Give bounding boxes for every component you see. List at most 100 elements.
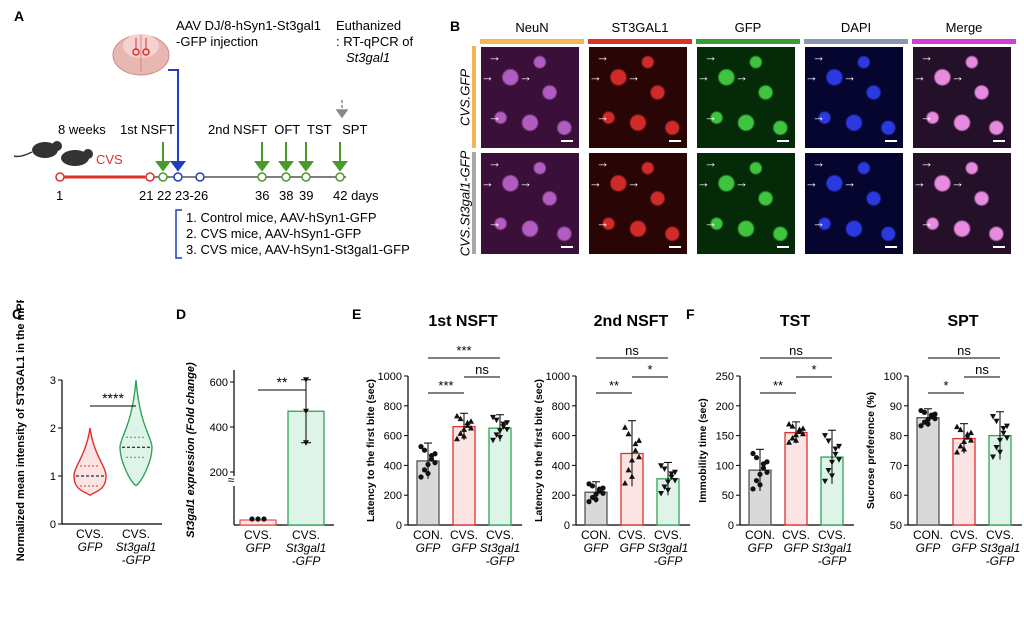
data-point <box>990 454 996 461</box>
y-tick-label: 3 <box>50 375 56 387</box>
y-tick-label: 400 <box>384 460 402 472</box>
data-point <box>993 418 1000 425</box>
data-point <box>668 471 675 477</box>
data-point <box>493 417 500 424</box>
data-point <box>500 421 507 428</box>
y-tick-label: 50 <box>890 520 902 532</box>
micrograph-image: → → → → <box>480 46 580 149</box>
data-point <box>750 486 756 492</box>
arrow-markers: → → → → <box>913 49 965 124</box>
day-label: 38 <box>279 188 294 203</box>
chart-title: TST <box>780 313 810 330</box>
significance-label: ** <box>609 378 619 393</box>
euthanasia-arrow <box>335 100 349 119</box>
data-point <box>786 421 792 427</box>
injection-label-2: -GFP injection <box>176 34 259 49</box>
data-point <box>593 491 599 497</box>
y-tick-label: 200 <box>552 490 570 502</box>
y-tick-label: 0 <box>564 520 570 532</box>
data-point <box>600 490 606 496</box>
column-color-bar <box>804 39 908 44</box>
day-label: 39 <box>299 188 314 203</box>
data-point <box>665 487 671 494</box>
y-axis-label: Sucrose preference (%) <box>865 392 877 509</box>
significance-label: ns <box>957 343 971 358</box>
y-tick-label: 0 <box>50 519 56 531</box>
data-point <box>425 470 431 477</box>
panel-label-f: F <box>686 306 695 322</box>
x-tick-label: CVS. <box>122 527 150 541</box>
data-point <box>829 459 835 466</box>
y-tick-label: 1 <box>50 471 56 483</box>
data-point <box>968 429 974 436</box>
y-tick-label: 0 <box>728 520 734 532</box>
scale-bar <box>669 140 681 142</box>
bar <box>784 431 808 526</box>
scale-bar <box>777 246 789 248</box>
group-item: 2. CVS mice, AAV-hSyn1-GFP <box>186 226 362 241</box>
weeks-label: 8 weeks <box>58 122 106 137</box>
x-tick-label: CVS. <box>986 528 1014 542</box>
data-point <box>629 473 635 479</box>
bar <box>488 427 512 526</box>
x-tick-label: GFP <box>246 541 271 555</box>
group-item: 1. Control mice, AAV-hSyn1-GFP <box>186 210 377 225</box>
scale-bar <box>669 246 681 248</box>
arrow-markers: → → → → <box>481 155 533 230</box>
y-tick-label: 150 <box>716 431 734 443</box>
data-point <box>757 482 763 488</box>
x-tick-label: -GFP <box>122 553 151 567</box>
micrograph-image: → → → → <box>804 46 904 149</box>
x-tick-label: GFP <box>952 541 977 555</box>
x-tick-label: CON. <box>745 528 775 542</box>
column-header: NeuN <box>515 20 549 35</box>
data-point <box>832 451 839 458</box>
x-tick-label: GFP <box>620 541 645 555</box>
nsft1-label: 1st NSFT <box>120 122 175 137</box>
column-header: GFP <box>734 20 762 35</box>
y-tick-label: 600 <box>552 431 570 443</box>
y-tick-label: 90 <box>890 401 902 413</box>
data-point <box>957 426 964 433</box>
micrograph-image: → → → → <box>912 46 1012 149</box>
data-point <box>925 421 931 427</box>
significance-label: * <box>943 378 948 393</box>
y-tick-label: 800 <box>384 401 402 413</box>
data-point <box>497 428 503 434</box>
column-color-bar <box>588 39 692 44</box>
data-point <box>658 463 664 469</box>
y-tick-label: 250 <box>716 371 734 383</box>
data-point <box>825 467 832 474</box>
data-point <box>636 437 642 443</box>
euthanized-label-1: Euthanized <box>336 18 402 33</box>
chart-title: SPT <box>947 313 978 330</box>
day-label: 23-26 <box>175 188 209 203</box>
x-tick-label: GFP <box>784 541 809 555</box>
arrow-markers: → → → → <box>805 155 857 230</box>
x-tick-label: CON. <box>913 528 943 542</box>
data-point <box>490 414 496 421</box>
data-point <box>961 446 967 452</box>
significance-label: ns <box>625 343 639 358</box>
data-point <box>658 491 664 497</box>
data-point <box>303 440 309 446</box>
data-point <box>760 461 767 467</box>
data-point <box>928 412 935 418</box>
data-point <box>757 471 763 477</box>
y-tick-label: 2 <box>50 423 56 435</box>
arrow-markers: → → → → <box>805 49 857 124</box>
y-axis-label: Latency to the first bite (sec) <box>365 379 377 522</box>
data-point <box>786 439 792 445</box>
group-item: 3. CVS mice, AAV-hSyn1-St3gal1-GFP <box>186 242 410 257</box>
data-point <box>418 474 424 480</box>
data-point <box>497 435 503 441</box>
data-point <box>793 437 799 443</box>
data-point <box>625 466 632 473</box>
data-point <box>968 437 974 443</box>
bar-chart-nsft2: 2nd NSFT Latency to the first bite (sec) 0… <box>533 313 690 568</box>
x-tick-label: CON. <box>581 528 611 542</box>
data-point <box>622 424 628 430</box>
data-point <box>249 516 255 522</box>
data-point <box>461 433 467 439</box>
scale-bar <box>885 140 897 142</box>
